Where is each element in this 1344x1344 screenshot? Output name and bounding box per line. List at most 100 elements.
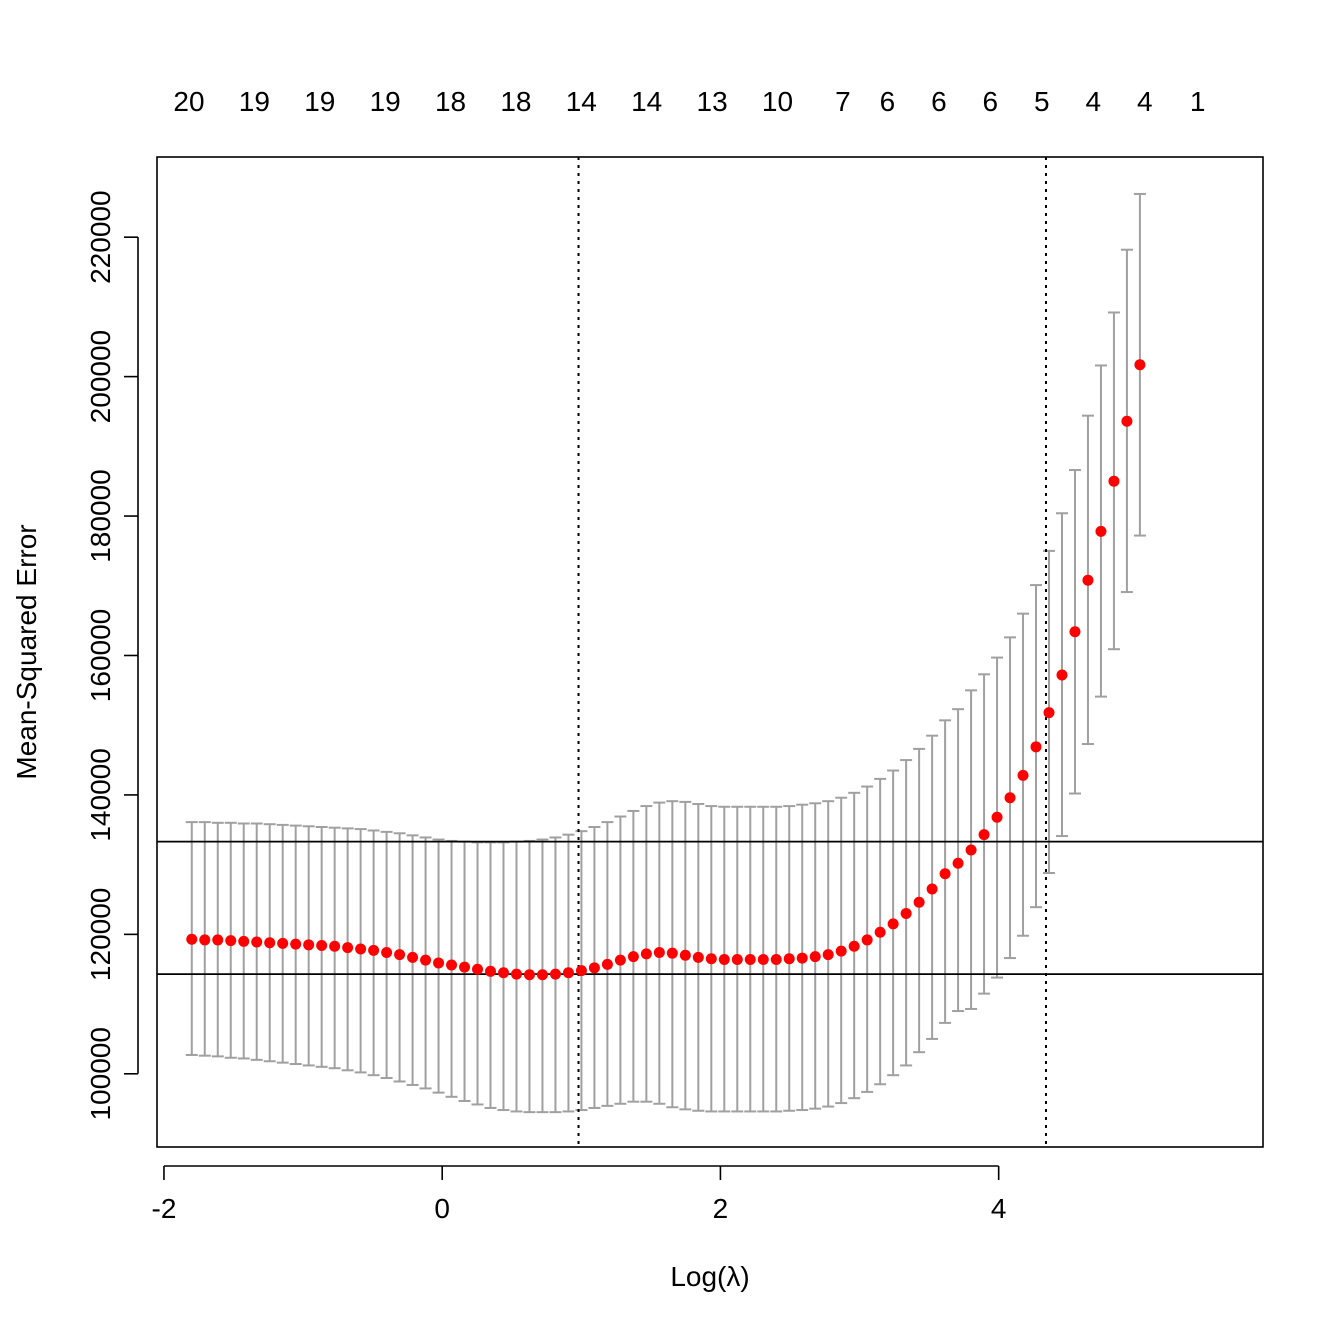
data-point [757, 953, 769, 965]
top-axis-label: 6 [931, 86, 947, 117]
top-axis-label: 18 [500, 86, 531, 117]
data-point [355, 943, 367, 955]
data-point [861, 934, 873, 946]
data-point [588, 962, 600, 974]
top-axis-label: 14 [631, 86, 662, 117]
data-point [887, 918, 899, 930]
top-axis-label: 10 [762, 86, 793, 117]
data-point [835, 945, 847, 957]
data-point [549, 968, 561, 980]
data-point [1004, 792, 1016, 804]
data-point [303, 939, 315, 951]
data-point [1043, 707, 1055, 719]
data-point [965, 844, 977, 856]
y-tick-label: 200000 [85, 330, 116, 423]
data-point [329, 940, 341, 952]
data-point [1017, 769, 1029, 781]
data-point [1069, 626, 1081, 638]
top-axis-label: 19 [304, 86, 335, 117]
data-point [991, 811, 1003, 823]
data-point [1082, 574, 1094, 586]
data-point [342, 942, 354, 954]
top-axis-label: 13 [697, 86, 728, 117]
y-tick-label: 140000 [85, 748, 116, 841]
data-point [1030, 741, 1042, 753]
y-tick-label: 120000 [85, 888, 116, 981]
data-point [627, 951, 639, 963]
top-axis-label: 6 [983, 86, 999, 117]
data-point [251, 936, 263, 948]
data-point [381, 946, 393, 958]
data-point [731, 953, 743, 965]
data-point [1134, 359, 1146, 371]
top-axis-label: 7 [835, 86, 851, 117]
top-axis-label: 19 [370, 86, 401, 117]
x-tick-label: 4 [991, 1193, 1007, 1224]
x-tick-label: 2 [713, 1193, 729, 1224]
reference-lines [157, 157, 1263, 1147]
plot-frame [156, 156, 1264, 1148]
data-point [796, 952, 808, 964]
data-point [978, 829, 990, 841]
data-point [1056, 669, 1068, 681]
data-point [575, 965, 587, 977]
data-point [692, 951, 704, 963]
data-point [264, 937, 276, 949]
top-axis-label: 18 [435, 86, 466, 117]
top-axis-label: 6 [880, 86, 896, 117]
y-tick-label: 160000 [85, 609, 116, 702]
top-axis-nonzero-counts: 20 19 19 19 18 18 14 14 13 10 7 6 6 6 5 4 4 1 [173, 86, 1205, 117]
data-point [446, 959, 458, 971]
data-point [510, 968, 522, 980]
data-point [1121, 415, 1133, 427]
data-point [485, 965, 497, 977]
top-axis-label: 19 [239, 86, 270, 117]
data-point [809, 951, 821, 963]
data-point [679, 949, 691, 961]
data-point [199, 934, 211, 946]
data-point [536, 969, 548, 981]
top-axis-label: 1 [1190, 86, 1206, 117]
top-axis-label: 4 [1137, 86, 1153, 117]
data-point [497, 967, 509, 979]
data-point [238, 935, 250, 947]
data-point [407, 951, 419, 963]
data-point [459, 961, 471, 973]
x-axis: -2 0 2 4 [152, 1165, 1007, 1224]
data-point [420, 954, 432, 966]
data-point [900, 907, 912, 919]
data-point [718, 953, 730, 965]
data-point [666, 947, 678, 959]
data-point [562, 967, 574, 979]
data-point [822, 949, 834, 961]
y-tick-label: 100000 [85, 1027, 116, 1120]
data-point [770, 953, 782, 965]
data-point [316, 940, 328, 952]
top-axis-label: 5 [1034, 86, 1050, 117]
top-axis-label: 20 [173, 86, 204, 117]
data-point [601, 958, 613, 970]
y-tick-label: 220000 [85, 190, 116, 283]
data-point [939, 868, 951, 880]
data-point [433, 957, 445, 969]
data-point [225, 935, 237, 947]
x-tick-label: 0 [434, 1193, 450, 1224]
data-point [744, 953, 756, 965]
data-point [290, 938, 302, 950]
data-point [1095, 525, 1107, 537]
data-point [1108, 475, 1120, 487]
y-axis-title: Mean-Squared Error [11, 524, 42, 779]
data-point [186, 933, 198, 945]
data-point [472, 963, 484, 975]
data-point [277, 937, 289, 949]
data-point [212, 934, 224, 946]
x-tick-label: -2 [152, 1193, 177, 1224]
data-point [705, 953, 717, 965]
data-point [523, 969, 535, 981]
data-point [368, 944, 380, 956]
y-axis: 100000 120000 140000 160000 180000 200000 2200… [85, 190, 139, 1121]
data-point [913, 896, 925, 908]
x-axis-title: Log(λ) [670, 1261, 749, 1292]
data-point [874, 926, 886, 938]
